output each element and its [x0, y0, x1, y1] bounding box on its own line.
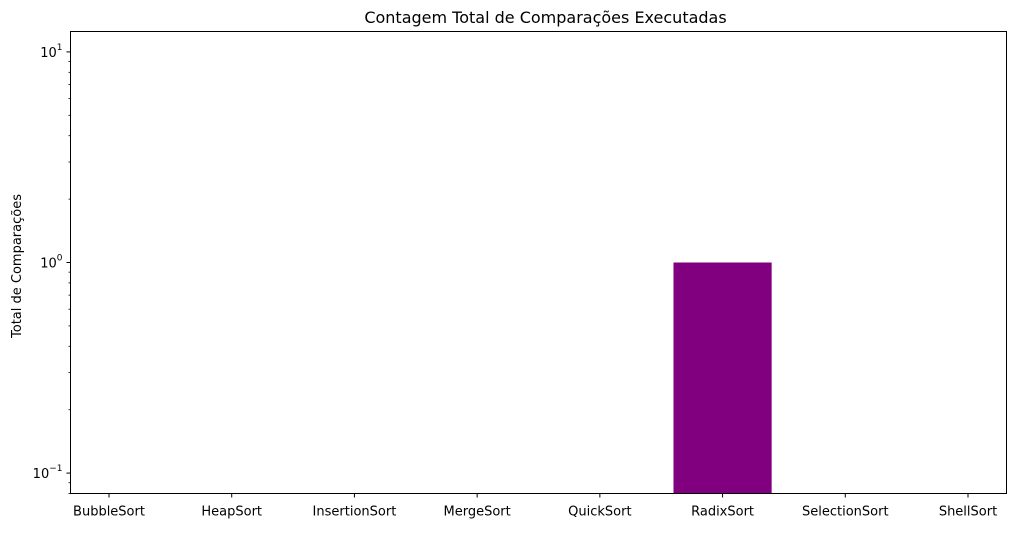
y-tick-base: 10: [33, 467, 50, 482]
x-axis-ticks: BubbleSort HeapSort InsertionSort MergeSort…: [73, 493, 997, 520]
y-tick-exponent: 0: [57, 254, 63, 264]
x-tick-label: BubbleSort: [73, 505, 145, 520]
y-tick-label: 101: [40, 43, 62, 61]
y-tick-exponent: 1: [57, 43, 63, 53]
x-tick-label: ShellSort: [939, 505, 997, 520]
bar-radixsort: [673, 262, 772, 494]
plot-frame: [70, 31, 1007, 494]
x-tick-label: HeapSort: [201, 505, 262, 520]
y-tick-base: 10: [40, 46, 57, 61]
x-tick-label: MergeSort: [444, 505, 511, 520]
x-tick-label: RadixSort: [691, 505, 754, 520]
y-tick-exponent: −1: [49, 464, 62, 474]
bars-group: [673, 262, 772, 494]
x-tick-label: SelectionSort: [802, 505, 889, 520]
x-tick-label: QuickSort: [568, 505, 631, 520]
y-axis-label: Total de Comparações: [10, 194, 25, 339]
chart-title: Contagem Total de Comparações Executadas: [364, 8, 726, 27]
y-tick-base: 10: [40, 257, 57, 272]
y-tick-label: 100: [40, 254, 63, 272]
x-tick-label: InsertionSort: [313, 505, 397, 520]
y-tick-label: 10−1: [33, 464, 63, 482]
